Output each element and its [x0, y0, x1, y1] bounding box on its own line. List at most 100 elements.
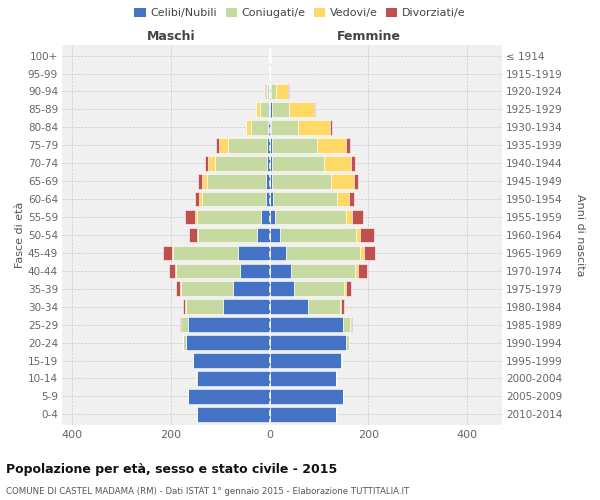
Bar — [197, 228, 198, 242]
Bar — [346, 336, 349, 350]
Bar — [183, 336, 185, 350]
Text: Maschi: Maschi — [146, 30, 195, 43]
Bar — [207, 174, 266, 188]
Bar — [269, 156, 272, 170]
Bar — [202, 174, 207, 188]
Bar — [198, 228, 257, 242]
Bar — [269, 336, 346, 350]
Bar — [275, 210, 346, 224]
Bar — [260, 102, 269, 117]
Bar — [173, 246, 238, 260]
Bar — [197, 407, 269, 422]
Bar — [265, 84, 266, 99]
Bar — [227, 138, 267, 152]
Bar — [208, 156, 215, 170]
Bar — [271, 120, 298, 134]
Bar — [355, 264, 358, 278]
Bar — [280, 228, 356, 242]
Bar — [223, 300, 269, 314]
Bar — [217, 138, 219, 152]
Bar — [269, 300, 308, 314]
Bar — [269, 407, 337, 422]
Bar — [185, 336, 269, 350]
Bar — [246, 120, 251, 134]
Bar — [269, 210, 275, 224]
Bar — [341, 300, 344, 314]
Bar — [308, 300, 340, 314]
Bar — [266, 174, 269, 188]
Bar — [269, 102, 272, 117]
Bar — [269, 282, 295, 296]
Bar — [181, 318, 188, 332]
Bar — [267, 84, 269, 99]
Bar — [272, 138, 317, 152]
Bar — [272, 174, 331, 188]
Bar — [346, 282, 351, 296]
Bar — [272, 156, 324, 170]
Bar — [257, 228, 269, 242]
Bar — [269, 84, 271, 99]
Bar — [193, 353, 269, 368]
Bar — [351, 156, 355, 170]
Bar — [181, 282, 233, 296]
Bar — [352, 210, 363, 224]
Bar — [353, 174, 358, 188]
Bar — [215, 156, 267, 170]
Bar — [202, 192, 266, 206]
Bar — [358, 264, 367, 278]
Bar — [340, 300, 341, 314]
Bar — [196, 371, 197, 386]
Bar — [197, 210, 261, 224]
Bar — [261, 210, 269, 224]
Bar — [189, 228, 197, 242]
Bar — [275, 84, 288, 99]
Bar — [195, 192, 199, 206]
Bar — [198, 174, 202, 188]
Bar — [360, 228, 374, 242]
Bar — [256, 102, 260, 117]
Bar — [298, 120, 331, 134]
Bar — [272, 102, 289, 117]
Bar — [351, 318, 352, 332]
Bar — [195, 210, 197, 224]
Bar — [269, 264, 291, 278]
Bar — [197, 371, 269, 386]
Bar — [251, 120, 268, 134]
Bar — [176, 264, 240, 278]
Bar — [346, 210, 352, 224]
Text: Femmine: Femmine — [337, 30, 400, 43]
Bar — [185, 210, 195, 224]
Bar — [219, 138, 227, 152]
Bar — [188, 389, 269, 404]
Bar — [269, 389, 343, 404]
Bar — [269, 174, 272, 188]
Bar — [266, 192, 269, 206]
Y-axis label: Fasce di età: Fasce di età — [15, 202, 25, 268]
Bar — [337, 192, 349, 206]
Bar — [286, 246, 360, 260]
Bar — [269, 318, 343, 332]
Bar — [349, 192, 354, 206]
Bar — [364, 246, 375, 260]
Bar — [291, 264, 355, 278]
Bar — [272, 192, 337, 206]
Bar — [288, 84, 289, 99]
Bar — [240, 264, 269, 278]
Bar — [341, 353, 342, 368]
Bar — [176, 282, 180, 296]
Bar — [268, 120, 269, 134]
Bar — [269, 120, 271, 134]
Bar — [183, 300, 185, 314]
Bar — [343, 318, 350, 332]
Bar — [269, 192, 272, 206]
Bar — [172, 246, 173, 260]
Bar — [175, 264, 176, 278]
Bar — [205, 156, 208, 170]
Bar — [317, 138, 346, 152]
Bar — [360, 246, 364, 260]
Bar — [269, 353, 341, 368]
Bar — [180, 318, 181, 332]
Bar — [331, 174, 353, 188]
Bar — [356, 228, 360, 242]
Bar — [267, 156, 269, 170]
